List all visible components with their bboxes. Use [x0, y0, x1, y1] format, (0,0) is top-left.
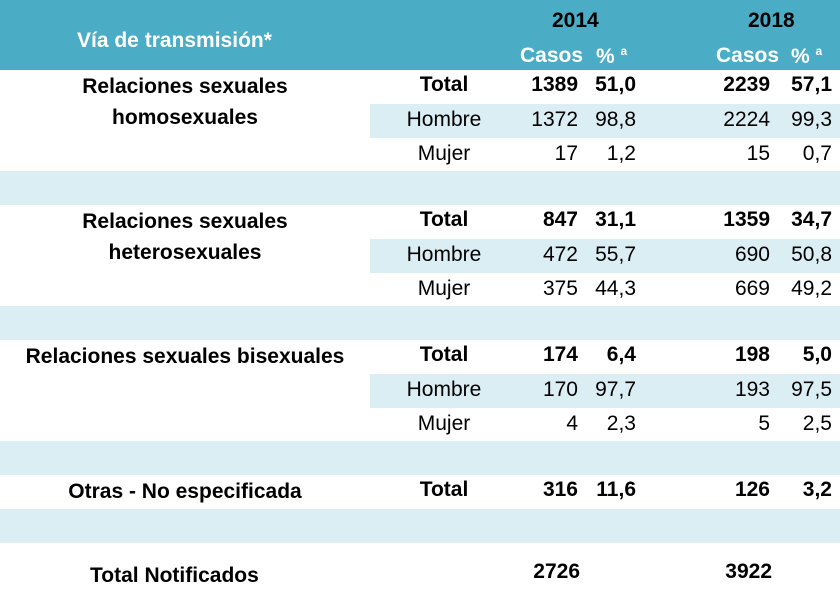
cell-pct-2018: 34,7 [791, 208, 832, 231]
cell-pct-2018: 50,8 [791, 243, 832, 266]
category-label: Otras - No especificada [0, 476, 370, 507]
cell-casos-2014: 375 [542, 277, 578, 300]
cell-pct-2014: 2,3 [606, 412, 636, 435]
cell-pct-2018: 57,1 [791, 73, 832, 96]
cell-casos-2014: 472 [542, 243, 578, 266]
row-label: Total [419, 208, 469, 231]
row-band [370, 104, 840, 138]
category-line: Relaciones sexuales [82, 210, 288, 233]
cell-casos-2018: 15 [746, 142, 770, 165]
category-line: Relaciones sexuales [82, 75, 288, 98]
cell-pct-2014: 1,2 [606, 142, 636, 165]
header-year-2014: 2014 [552, 9, 599, 32]
cell-casos-2018: 2239 [723, 73, 770, 96]
cell-pct-2018: 49,2 [791, 277, 832, 300]
cell-pct-2014: 44,3 [595, 277, 636, 300]
row-label: Hombre [406, 378, 482, 401]
cell-casos-2018: 5 [758, 412, 770, 435]
totals-casos-2014: 2726 [533, 560, 580, 583]
cell-pct-2018: 99,3 [791, 108, 832, 131]
row-label: Total [419, 343, 469, 366]
cell-casos-2014: 174 [542, 343, 578, 366]
cell-pct-2014: 6,4 [606, 343, 636, 366]
separator-band [0, 509, 840, 543]
table-header [0, 0, 840, 70]
cell-casos-2018: 198 [734, 343, 770, 366]
totals-label: Total Notificados [90, 564, 259, 587]
cell-pct-2014: 97,7 [595, 378, 636, 401]
cell-pct-2018: 2,5 [802, 412, 832, 435]
cell-pct-2018: 0,7 [802, 142, 832, 165]
cell-pct-2018: 5,0 [802, 343, 832, 366]
cell-casos-2018: 126 [734, 478, 770, 501]
cell-pct-2018: 3,2 [802, 478, 832, 501]
separator-band [0, 171, 840, 205]
header-pct-2018: % a [791, 44, 823, 68]
cell-pct-2014: 11,6 [596, 478, 636, 501]
cell-pct-2014: 55,7 [595, 243, 636, 266]
cell-casos-2018: 690 [734, 243, 770, 266]
row-band [370, 239, 840, 273]
row-label: Total [419, 478, 469, 501]
category-label: Relaciones sexuales bisexuales [0, 341, 370, 372]
cell-casos-2014: 4 [566, 412, 578, 435]
header-pct-2014: % a [596, 44, 628, 68]
row-band [370, 374, 840, 408]
cell-casos-2014: 17 [554, 142, 578, 165]
category-line: homosexuales [112, 106, 258, 129]
cell-casos-2014: 1389 [531, 73, 578, 96]
row-label: Mujer [417, 277, 471, 300]
totals-casos-2018: 3922 [725, 560, 772, 583]
row-label: Mujer [417, 142, 471, 165]
category-line: Otras - No especificada [68, 480, 302, 503]
cell-casos-2014: 316 [542, 478, 578, 501]
row-label: Hombre [406, 243, 482, 266]
cell-pct-2014: 51,0 [595, 73, 636, 96]
header-casos-2018: Casos [716, 44, 780, 67]
cell-casos-2018: 2224 [723, 108, 770, 131]
category-label: Relaciones sexuales heterosexuales [0, 206, 370, 268]
cell-pct-2014: 98,8 [595, 108, 636, 131]
cell-casos-2014: 847 [542, 208, 578, 231]
category-line: Relaciones sexuales bisexuales [25, 345, 345, 368]
category-label: Relaciones sexuales homosexuales [0, 71, 370, 133]
separator-band [0, 306, 840, 340]
cell-casos-2018: 669 [734, 277, 770, 300]
row-label: Hombre [406, 108, 482, 131]
header-title: Vía de transmisión* [77, 29, 272, 52]
cell-casos-2018: 1359 [723, 208, 770, 231]
cell-pct-2014: 31,1 [595, 208, 636, 231]
cell-casos-2014: 170 [542, 378, 578, 401]
separator-band [0, 441, 840, 475]
category-line: heterosexuales [108, 241, 262, 264]
row-label: Mujer [417, 412, 471, 435]
header-year-2018: 2018 [748, 9, 795, 32]
header-casos-2014: Casos [520, 44, 584, 67]
row-label: Total [419, 73, 469, 96]
cell-casos-2018: 193 [734, 378, 770, 401]
cell-casos-2014: 1372 [531, 108, 578, 131]
cell-pct-2018: 97,5 [791, 378, 832, 401]
